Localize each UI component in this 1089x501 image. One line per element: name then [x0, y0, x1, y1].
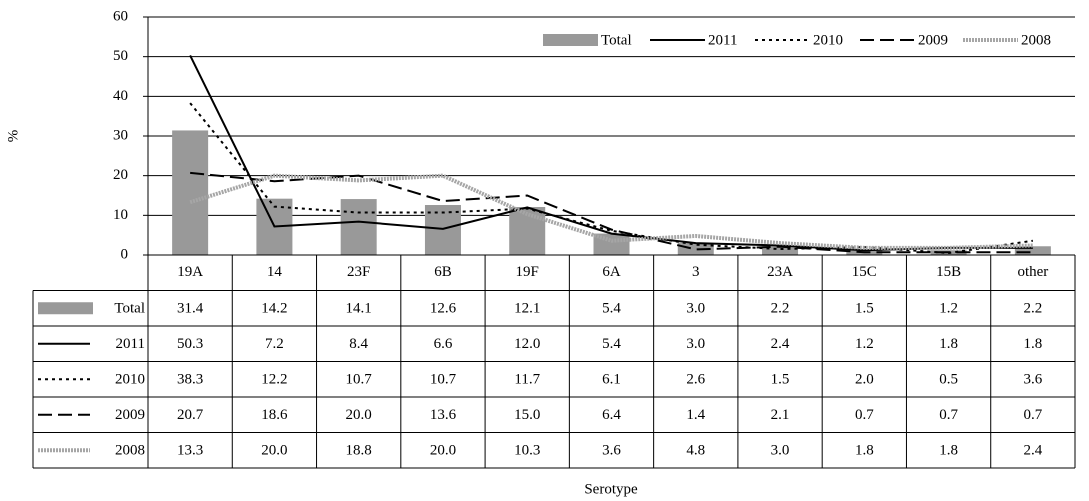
- line-series: [189, 102, 1034, 255]
- table-cell: 20.7: [177, 407, 204, 423]
- table-cell: 1.2: [939, 301, 958, 317]
- table-cell: 12.0: [514, 336, 540, 352]
- bar: [677, 243, 714, 255]
- table-cell: 14.1: [346, 301, 372, 317]
- table-cell: 1.5: [771, 372, 790, 388]
- table-cell: 0.5: [939, 372, 958, 388]
- line-series: [189, 55, 1033, 252]
- line-series: [189, 173, 1033, 250]
- table-row-label: 2010: [115, 372, 145, 388]
- table-cell: 12.1: [514, 301, 540, 317]
- x-tick-label: 14: [267, 264, 283, 280]
- x-tick-label: 15C: [852, 264, 877, 280]
- table-cell: 20.0: [346, 407, 372, 423]
- table-cell: 0.7: [855, 407, 874, 423]
- x-axis-label: Serotype: [584, 481, 638, 497]
- table-cell: 1.2: [855, 336, 874, 352]
- table-cell: 18.8: [346, 443, 372, 459]
- y-tick-label: 60: [113, 8, 128, 24]
- table-cell: 1.4: [686, 407, 705, 423]
- bar: [1014, 246, 1051, 255]
- legend-label: 2011: [708, 32, 737, 48]
- table-row-label: 2011: [116, 336, 145, 352]
- x-tick-label: other: [1017, 264, 1048, 280]
- table-cell: 2.4: [771, 336, 790, 352]
- y-tick-label: 40: [113, 88, 128, 104]
- table-cell: 4.8: [686, 443, 705, 459]
- table-cell: 3.0: [771, 443, 790, 459]
- table-cell: 31.4: [177, 301, 204, 317]
- legend-label: 2009: [918, 32, 948, 48]
- table-cell: 15.0: [514, 407, 540, 423]
- table-cell: 2.1: [771, 407, 790, 423]
- table-cell: 3.0: [686, 301, 705, 317]
- x-tick-label: 19F: [516, 264, 539, 280]
- table-cell: 20.0: [430, 443, 456, 459]
- table-cell: 10.7: [430, 372, 457, 388]
- x-tick-label: 23F: [347, 264, 370, 280]
- table-cell: 7.2: [265, 336, 284, 352]
- table-cell: 10.7: [346, 372, 373, 388]
- table-cell: 0.7: [939, 407, 958, 423]
- table-cell: 3.0: [686, 336, 705, 352]
- table-cell: 14.2: [261, 301, 287, 317]
- legend-key: [38, 302, 93, 315]
- bar: [172, 130, 209, 255]
- table-cell: 6.4: [602, 407, 621, 423]
- table-cell: 12.2: [261, 372, 287, 388]
- x-tick-label: 23A: [767, 264, 793, 280]
- x-tick-label: 3: [692, 264, 700, 280]
- legend-label: Total: [601, 32, 632, 48]
- bar: [340, 199, 377, 255]
- legend-label: 2010: [813, 32, 843, 48]
- table-cell: 3.6: [1023, 372, 1042, 388]
- y-tick-label: 20: [113, 167, 128, 183]
- table-cell: 1.8: [855, 443, 874, 459]
- table-cell: 12.6: [430, 301, 457, 317]
- table-cell: 3.6: [602, 443, 621, 459]
- legend-key: [543, 34, 598, 46]
- table-cell: 50.3: [177, 336, 203, 352]
- x-tick-label: 6B: [434, 264, 452, 280]
- table-cell: 1.8: [939, 336, 958, 352]
- table-cell: 11.7: [514, 372, 540, 388]
- y-axis-label: %: [5, 130, 21, 143]
- table-row-label: 2009: [115, 407, 145, 423]
- table-cell: 2.2: [1023, 301, 1042, 317]
- table-cell: 5.4: [602, 301, 621, 317]
- table-cell: 2.2: [771, 301, 790, 317]
- table-cell: 13.3: [177, 443, 203, 459]
- table-cell: 6.6: [434, 336, 453, 352]
- table-cell: 13.6: [430, 407, 457, 423]
- table-cell: 18.6: [261, 407, 288, 423]
- y-tick-label: 0: [121, 246, 129, 262]
- table-cell: 2.4: [1023, 443, 1042, 459]
- x-tick-label: 19A: [177, 264, 203, 280]
- table-cell: 0.7: [1023, 407, 1042, 423]
- table-cell: 5.4: [602, 336, 621, 352]
- table-cell: 2.0: [855, 372, 874, 388]
- table-cell: 1.8: [1023, 336, 1042, 352]
- bar: [762, 246, 799, 255]
- x-tick-label: 15B: [936, 264, 961, 280]
- y-tick-label: 50: [113, 48, 128, 64]
- table-cell: 1.5: [855, 301, 874, 317]
- legend-label: 2008: [1021, 32, 1051, 48]
- table-cell: 10.3: [514, 443, 540, 459]
- table-cell: 8.4: [349, 336, 368, 352]
- table-row-label: 2008: [115, 443, 145, 459]
- table-cell: 2.6: [686, 372, 705, 388]
- table-cell: 20.0: [261, 443, 287, 459]
- table-row-label: Total: [114, 301, 145, 317]
- y-tick-label: 30: [113, 127, 128, 143]
- y-tick-label: 10: [113, 207, 128, 223]
- table-cell: 38.3: [177, 372, 203, 388]
- bar: [509, 207, 546, 255]
- table-cell: 1.8: [939, 443, 958, 459]
- x-tick-label: 6A: [602, 264, 621, 280]
- table-cell: 6.1: [602, 372, 621, 388]
